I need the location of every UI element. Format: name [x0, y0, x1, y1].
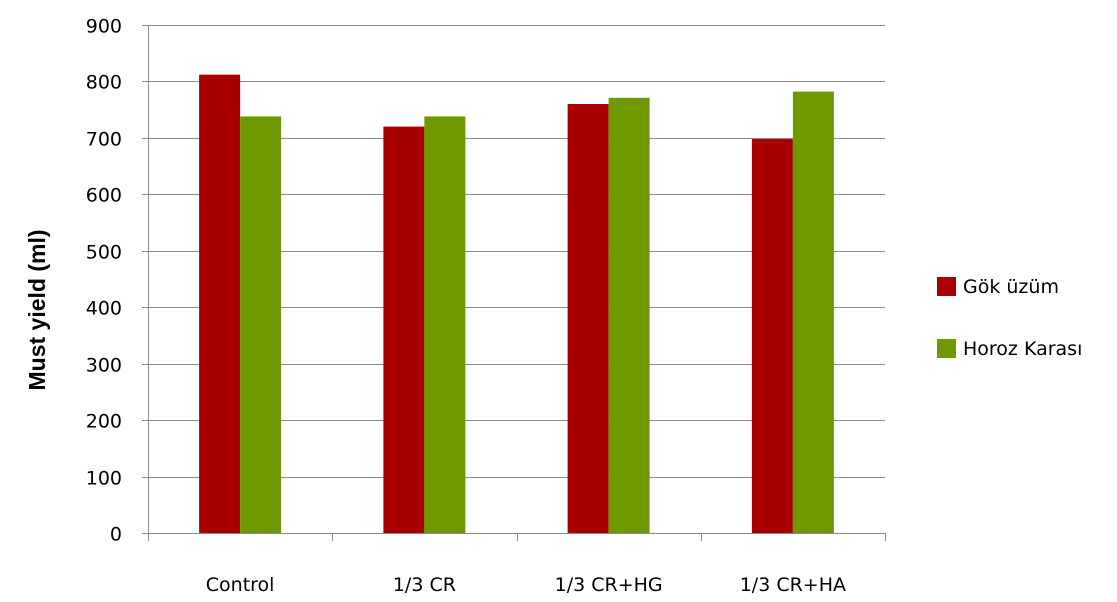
bar-series1 — [751, 139, 793, 534]
bar-series2 — [792, 91, 834, 534]
bar-series2 — [424, 116, 466, 533]
y-tick-label: 200 — [86, 411, 122, 433]
x-tick-label: 1/3 CR+HG — [555, 574, 663, 596]
legend-swatch — [937, 277, 956, 296]
bar-series1 — [567, 104, 609, 534]
y-tick-label: 100 — [86, 468, 122, 490]
y-tick-labels: 0 100 200 300 400 500 600 700 800 900 — [86, 16, 122, 546]
bar-series2 — [608, 97, 650, 534]
x-tick-label: Control — [206, 574, 275, 596]
y-tick-label: 800 — [86, 72, 122, 94]
bar-series1 — [199, 74, 241, 533]
y-tick-label: 300 — [86, 355, 122, 377]
x-tick-label: 1/3 CR+HA — [740, 574, 846, 596]
legend: Gök üzüm Horoz Karası — [937, 276, 1082, 360]
y-tick-label: 0 — [110, 524, 122, 546]
x-tick-label: 1/3 CR — [393, 574, 456, 596]
legend-label: Horoz Karası — [963, 338, 1082, 360]
y-tick-label: 700 — [86, 129, 122, 151]
y-tick-label: 600 — [86, 185, 122, 207]
legend-swatch — [937, 339, 956, 358]
bars — [199, 74, 834, 534]
y-tick-label: 900 — [86, 16, 122, 38]
y-axis-label: Must yield (ml) — [24, 229, 50, 390]
axes — [142, 25, 886, 541]
y-tick-label: 500 — [86, 242, 122, 264]
bar-series2 — [240, 116, 282, 533]
legend-label: Gök üzüm — [963, 276, 1059, 298]
bar-series1 — [383, 126, 425, 533]
y-tick-label: 400 — [86, 298, 122, 320]
x-tick-labels: Control 1/3 CR 1/3 CR+HG 1/3 CR+HA — [206, 574, 846, 596]
